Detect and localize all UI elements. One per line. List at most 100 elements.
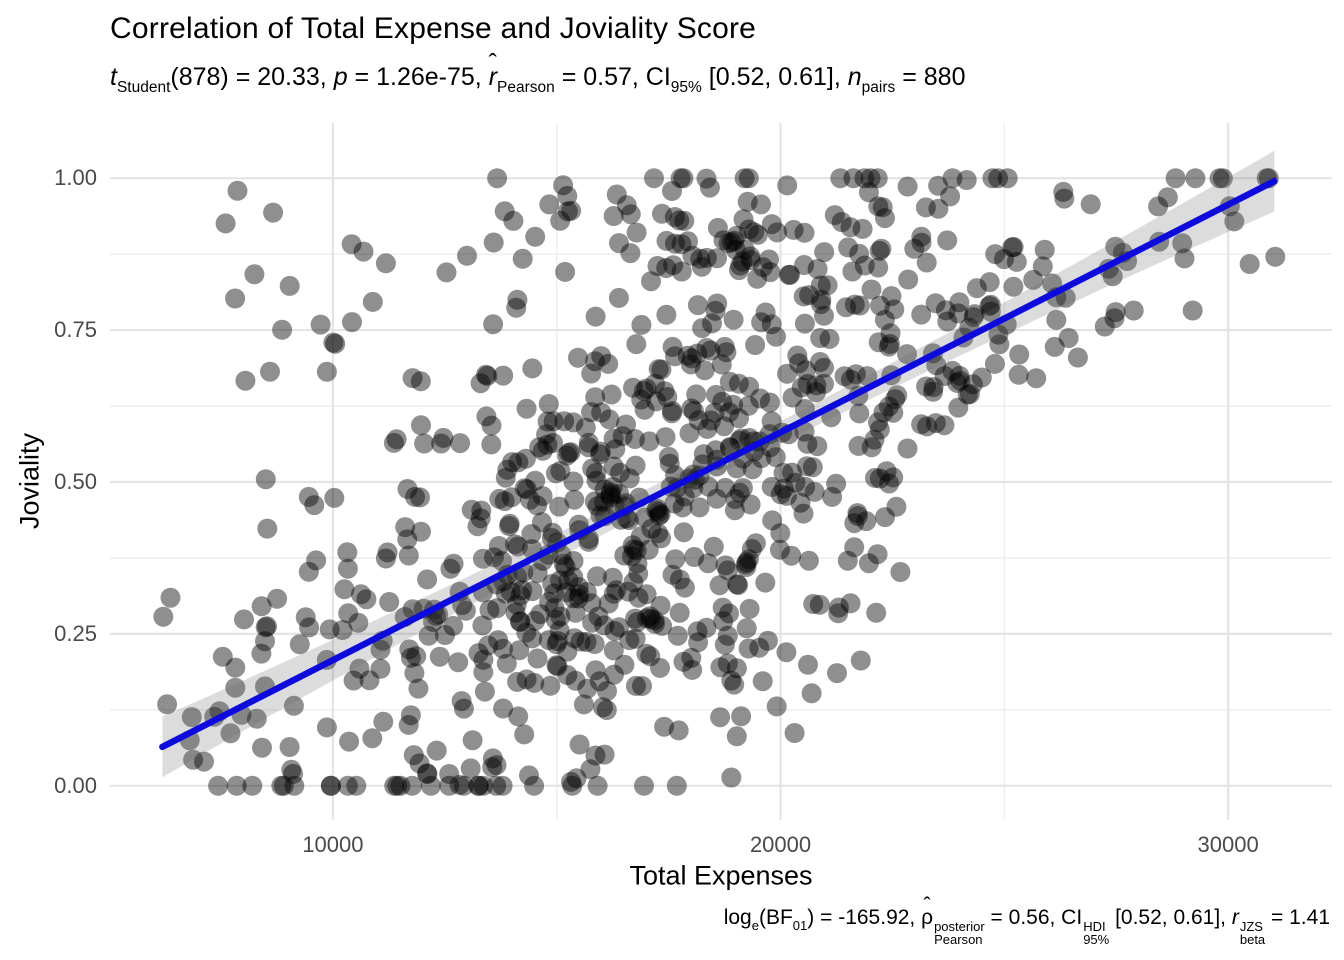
- data-point: [861, 437, 882, 458]
- data-point: [640, 646, 661, 667]
- data-point: [875, 507, 895, 528]
- data-point: [631, 389, 652, 410]
- data-point: [585, 387, 606, 408]
- data-point: [730, 255, 751, 276]
- data-point: [804, 481, 825, 502]
- data-point: [674, 486, 695, 507]
- data-point: [377, 542, 398, 563]
- data-point: [306, 550, 327, 571]
- data-point: [1104, 308, 1125, 329]
- data-point: [747, 224, 768, 245]
- data-point: [508, 706, 529, 727]
- data-point: [810, 352, 831, 372]
- data-point: [761, 214, 782, 235]
- data-point: [655, 427, 676, 448]
- data-point: [844, 537, 865, 558]
- data-point: [693, 444, 714, 465]
- data-point: [1058, 328, 1079, 348]
- data-point: [558, 570, 579, 591]
- data-point: [550, 570, 570, 591]
- data-point: [440, 558, 461, 579]
- data-point: [545, 463, 566, 484]
- data-point: [497, 459, 518, 480]
- data-point: [351, 584, 371, 605]
- data-point: [798, 654, 818, 675]
- data-point: [745, 335, 766, 355]
- data-point: [576, 632, 597, 652]
- data-point: [436, 262, 457, 283]
- data-point: [880, 323, 901, 344]
- data-point: [647, 498, 668, 519]
- scatter-points: [153, 168, 1286, 796]
- data-point: [550, 210, 571, 231]
- data-point: [778, 264, 799, 285]
- data-point: [426, 740, 447, 761]
- data-point: [532, 440, 553, 461]
- x-tick-label: 20000: [749, 832, 812, 857]
- data-point: [481, 434, 502, 455]
- data-point: [692, 318, 713, 339]
- data-point: [876, 461, 897, 482]
- data-point: [793, 286, 814, 307]
- data-point: [916, 376, 937, 397]
- data-point: [553, 175, 574, 196]
- data-point: [729, 260, 749, 281]
- data-point: [486, 755, 507, 776]
- data-point: [1023, 269, 1044, 290]
- data-point: [742, 459, 763, 480]
- data-point: [520, 489, 540, 510]
- data-point: [622, 535, 643, 556]
- data-point: [502, 452, 523, 473]
- data-point: [648, 502, 669, 523]
- data-point: [669, 210, 690, 231]
- data-point: [603, 428, 624, 449]
- data-point: [947, 372, 968, 393]
- data-point: [1002, 237, 1023, 258]
- data-point: [524, 672, 545, 693]
- data-point: [636, 643, 657, 664]
- data-point: [626, 222, 647, 243]
- data-point: [562, 775, 583, 796]
- data-point: [773, 478, 794, 499]
- data-point: [246, 708, 267, 729]
- data-point: [684, 547, 705, 567]
- data-point: [750, 388, 771, 409]
- data-point: [557, 185, 578, 206]
- data-point: [323, 332, 344, 353]
- data-point: [346, 775, 367, 796]
- data-point: [765, 447, 786, 468]
- data-point: [234, 609, 254, 630]
- data-point: [1185, 168, 1206, 189]
- data-point: [715, 477, 736, 498]
- data-point: [609, 617, 630, 638]
- data-point: [561, 771, 581, 792]
- data-point: [273, 775, 294, 796]
- data-point: [476, 364, 496, 385]
- data-point: [542, 522, 563, 543]
- data-point: [362, 291, 383, 312]
- y-tick-label: 0.50: [54, 468, 97, 494]
- data-point: [453, 698, 474, 719]
- data-point: [674, 577, 695, 598]
- data-point: [569, 584, 590, 605]
- data-point: [696, 338, 717, 358]
- data-point: [581, 402, 601, 423]
- data-point: [506, 594, 527, 615]
- data-point: [390, 775, 411, 796]
- data-point: [670, 168, 691, 189]
- data-point: [379, 592, 400, 612]
- data-point: [605, 439, 626, 460]
- data-point: [1172, 233, 1193, 254]
- data-point: [942, 168, 963, 189]
- data-point: [830, 168, 851, 189]
- data-point: [759, 249, 779, 270]
- data-point: [648, 523, 669, 544]
- data-point: [353, 241, 374, 262]
- data-point: [831, 212, 852, 232]
- data-point: [591, 402, 612, 423]
- data-point: [719, 371, 740, 392]
- data-point: [503, 210, 524, 231]
- data-point: [731, 428, 752, 449]
- data-point: [603, 456, 624, 477]
- data-point: [515, 448, 536, 469]
